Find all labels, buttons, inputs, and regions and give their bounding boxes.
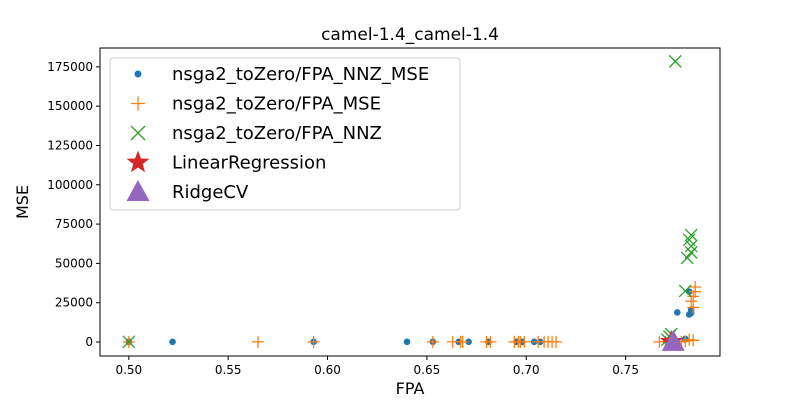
data-point: [685, 295, 698, 308]
x-tick-label: 0.70: [513, 363, 540, 377]
data-point: [687, 334, 700, 347]
data-point: [668, 54, 682, 68]
data-point: [134, 70, 142, 78]
legend-entry: nsga2_toZero/FPA_MSE: [131, 94, 381, 115]
data-point: [678, 284, 692, 298]
data-point: [456, 335, 469, 348]
x-tick-label: 0.55: [215, 363, 242, 377]
y-axis: 0 25000 50000 75000 100000 125000 150000 175000: [47, 60, 100, 349]
y-tick-label: 50000: [55, 256, 93, 270]
series-triangle: [661, 329, 685, 351]
y-tick-label: 25000: [55, 296, 93, 310]
y-tick-label: 125000: [47, 138, 93, 152]
legend-entry: LinearRegression: [126, 150, 326, 174]
data-point: [126, 150, 150, 173]
axes-frame: [99, 47, 721, 357]
legend-label: nsga2_toZero/FPA_NNZ: [172, 123, 382, 144]
data-point: [550, 335, 563, 348]
data-point: [684, 239, 698, 253]
data-point: [661, 329, 685, 351]
data-point: [680, 251, 694, 265]
legend-box: [109, 57, 461, 211]
data-point: [403, 338, 411, 346]
x-tick-label: 0.75: [612, 363, 639, 377]
legend-entry: RidgeCV: [126, 180, 249, 203]
y-tick-label: 175000: [47, 60, 93, 74]
data-point: [169, 338, 176, 346]
legend-label: nsga2_toZero/FPA_NNZ_MSE: [172, 64, 429, 85]
plot-area: [122, 54, 702, 352]
x-axis: 0.50 0.55 0.60 0.65 0.70 0.75: [115, 356, 639, 377]
data-point: [684, 245, 698, 259]
data-point: [518, 335, 531, 348]
data-point: [251, 335, 264, 348]
legend-entry: nsga2_toZero/FPA_NNZ_MSE: [134, 64, 429, 85]
data-point: [687, 290, 700, 303]
y-tick-label: 75000: [55, 217, 93, 231]
x-tick-label: 0.50: [115, 363, 142, 377]
data-point: [126, 180, 150, 201]
legend-label: RidgeCV: [172, 182, 249, 203]
data-point: [307, 335, 320, 348]
data-point: [131, 96, 145, 111]
legend-label: nsga2_toZero/FPA_MSE: [172, 94, 381, 115]
data-point: [689, 280, 702, 293]
y-tick-label: 100000: [47, 178, 93, 192]
legend-entry: nsga2_toZero/FPA_NNZ: [130, 123, 382, 144]
data-point: [122, 335, 136, 349]
chart-title: camel-1.4_camel-1.4: [321, 25, 499, 45]
data-point: [673, 309, 681, 316]
legend-label: LinearRegression: [172, 153, 326, 174]
x-tick-label: 0.65: [414, 363, 441, 377]
y-tick-label: 0: [85, 335, 93, 349]
data-point: [687, 301, 700, 314]
data-point: [484, 335, 497, 348]
x-tick-label: 0.60: [314, 363, 341, 377]
y-axis-title: MSE: [13, 185, 32, 219]
x-axis-title: FPA: [396, 379, 425, 398]
data-point: [684, 228, 698, 242]
y-tick-label: 150000: [47, 99, 93, 113]
data-point: [130, 125, 146, 141]
data-point: [426, 335, 439, 348]
legend: nsga2_toZero/FPA_NNZ_MSE nsga2_toZero/FPA…: [109, 57, 461, 211]
